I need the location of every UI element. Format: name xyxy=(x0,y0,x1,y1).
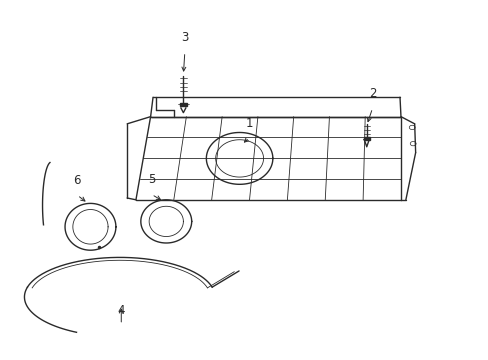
Text: 5: 5 xyxy=(147,174,155,186)
Text: 2: 2 xyxy=(368,87,376,100)
Text: 3: 3 xyxy=(181,31,188,44)
Text: 4: 4 xyxy=(117,304,125,317)
Bar xyxy=(363,137,369,140)
Text: 6: 6 xyxy=(73,174,81,187)
Text: 1: 1 xyxy=(245,117,253,130)
Bar xyxy=(180,103,186,106)
